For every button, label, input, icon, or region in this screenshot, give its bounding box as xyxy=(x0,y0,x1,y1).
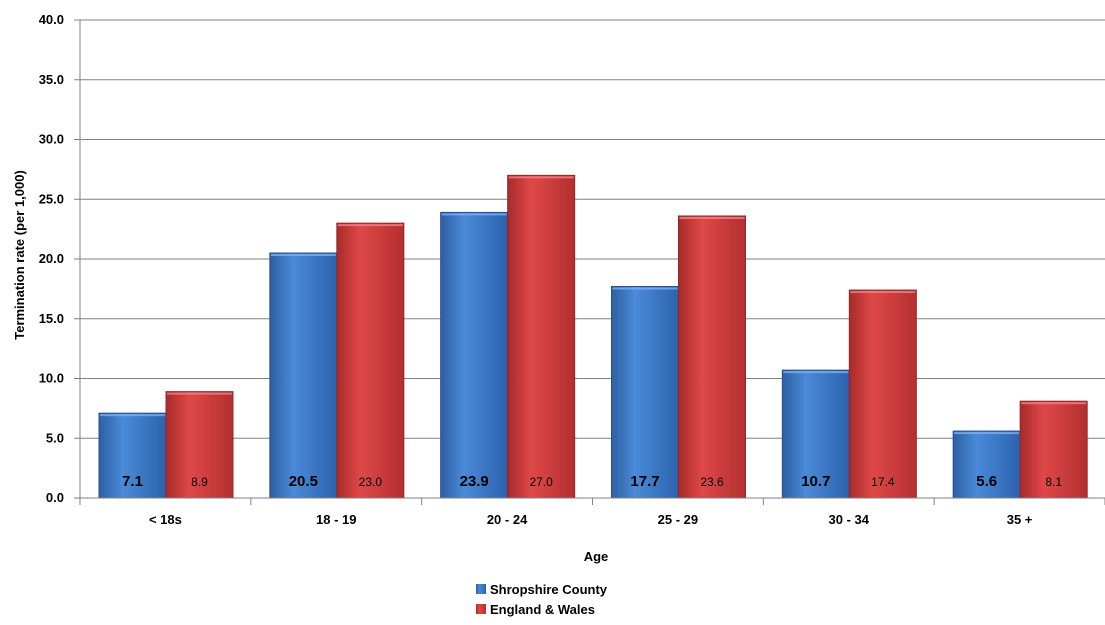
legend-swatch-shropshire xyxy=(476,584,486,594)
data-label-shropshire-county-18-19: 20.5 xyxy=(289,473,318,490)
legend-swatch-england-wales xyxy=(476,604,486,614)
bar-highlight xyxy=(508,176,574,179)
data-label-shropshire-county-18s: 7.1 xyxy=(122,473,143,490)
y-tick-label: 10.0 xyxy=(39,371,64,386)
x-tick-label: 25 - 29 xyxy=(658,512,698,527)
y-tick-label: 15.0 xyxy=(39,311,64,326)
y-tick-label: 25.0 xyxy=(39,191,64,206)
bar-highlight xyxy=(441,213,507,216)
data-label-england-wales-18s: 8.9 xyxy=(191,475,208,489)
x-axis-label: Age xyxy=(584,549,609,564)
data-label-england-wales-35: 8.1 xyxy=(1045,475,1062,489)
bar-shropshire-county-25-29 xyxy=(611,285,679,499)
y-axis-label: Termination rate (per 1,000) xyxy=(12,170,27,340)
y-tick-label: 0.0 xyxy=(46,490,64,505)
bar-shropshire-county-20-24 xyxy=(440,211,509,499)
bar-highlight xyxy=(612,287,678,290)
y-tick-label: 5.0 xyxy=(46,430,64,445)
bar-highlight xyxy=(783,371,849,374)
data-label-england-wales-18-19: 23.0 xyxy=(359,475,383,489)
legend: Shropshire County England & Wales xyxy=(476,582,608,617)
x-tick-label: 35 + xyxy=(1007,512,1033,527)
data-label-england-wales-30-34: 17.4 xyxy=(871,475,895,489)
bar-highlight xyxy=(337,224,403,227)
y-tick-label: 30.0 xyxy=(39,132,64,147)
data-label-shropshire-county-35: 5.6 xyxy=(976,473,997,490)
bar-highlight xyxy=(850,291,916,294)
bar-england-wales-20-24 xyxy=(507,174,576,499)
data-label-shropshire-county-30-34: 10.7 xyxy=(801,473,830,490)
data-label-shropshire-county-20-24: 23.9 xyxy=(460,473,489,490)
bar-highlight xyxy=(679,216,745,219)
data-label-england-wales-25-29: 23.6 xyxy=(700,475,724,489)
bar-england-wales-18-19 xyxy=(336,222,405,499)
data-label-shropshire-county-25-29: 17.7 xyxy=(630,473,659,490)
legend-label-england-wales: England & Wales xyxy=(490,602,595,617)
y-tick-label: 20.0 xyxy=(39,251,64,266)
bar-highlight xyxy=(100,414,165,417)
y-tick-label: 40.0 xyxy=(39,12,64,27)
x-tick-label: 18 - 19 xyxy=(316,512,356,527)
x-tick-label: 30 - 34 xyxy=(829,512,870,527)
x-tick-label: 20 - 24 xyxy=(487,512,528,527)
bar-england-wales-30-34 xyxy=(848,289,917,499)
x-tick-label: < 18s xyxy=(149,512,182,527)
bar-highlight xyxy=(1021,402,1087,405)
y-tick-label: 35.0 xyxy=(39,72,64,87)
legend-label-shropshire: Shropshire County xyxy=(490,582,608,597)
bar-highlight xyxy=(167,392,232,395)
bar-highlight xyxy=(270,254,336,257)
bar-highlight xyxy=(954,432,1020,435)
data-label-england-wales-20-24: 27.0 xyxy=(529,475,553,489)
bar-england-wales-25-29 xyxy=(678,215,746,499)
bar-shropshire-county-18-19 xyxy=(269,252,338,499)
